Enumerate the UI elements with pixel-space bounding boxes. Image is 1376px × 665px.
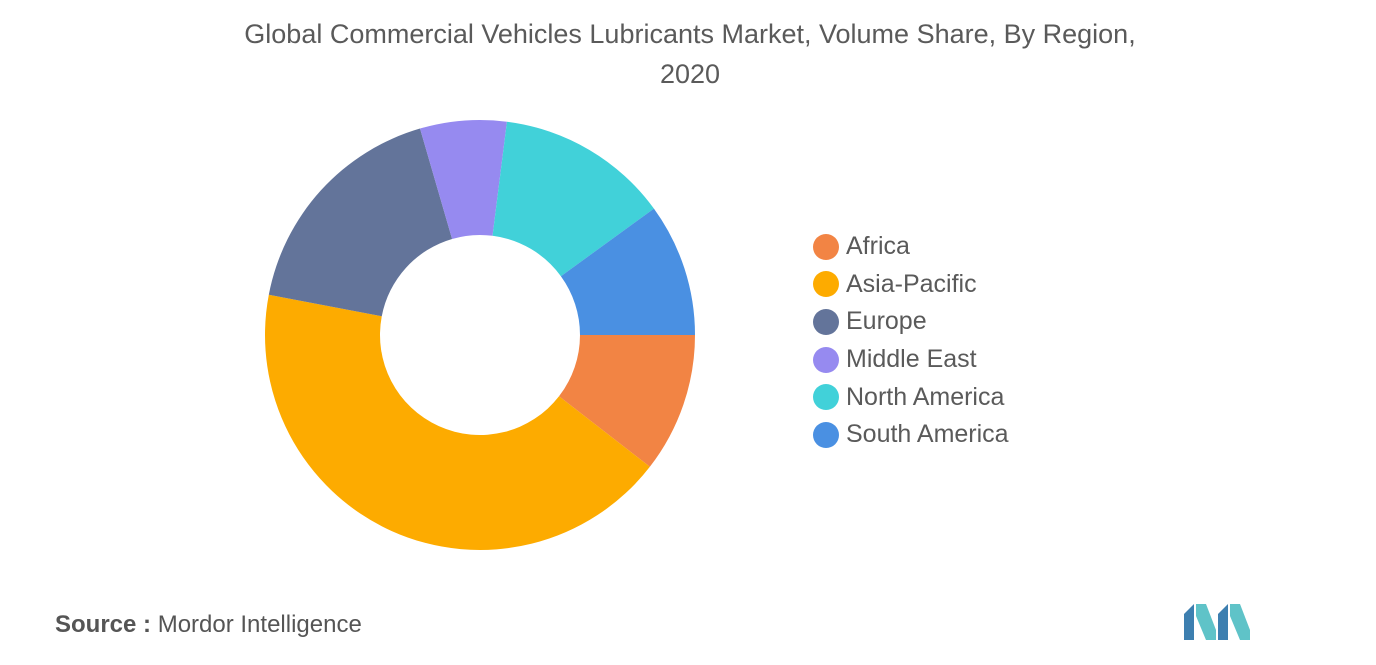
- legend-swatch-south-america: [813, 421, 839, 448]
- mordor-intelligence-logo-icon: [1184, 604, 1250, 640]
- logo-shape-4: [1230, 604, 1250, 640]
- donut-slice-europe[interactable]: [268, 128, 453, 317]
- chart-title: Global Commercial Vehicles Lubricants Ma…: [100, 14, 1280, 94]
- legend-label-europe: Europe: [846, 307, 927, 336]
- legend: Africa Asia-Pacific Europe Middle East N…: [813, 228, 1009, 454]
- legend-swatch-north-america: [813, 384, 839, 411]
- legend-item-south-america[interactable]: South America: [813, 416, 1009, 454]
- legend-label-africa: Africa: [846, 232, 910, 261]
- legend-item-middle-east[interactable]: Middle East: [813, 341, 1009, 379]
- legend-swatch-africa: [813, 233, 839, 260]
- logo-shape-2: [1196, 604, 1216, 640]
- legend-label-north-america: North America: [846, 382, 1005, 411]
- source-label: Source :: [55, 611, 152, 638]
- chart-title-line-1: Global Commercial Vehicles Lubricants Ma…: [244, 19, 1136, 49]
- donut-slice-south-america[interactable]: [560, 208, 695, 335]
- donut-slice-asia-pacific[interactable]: [264, 294, 650, 550]
- legend-label-asia-pacific: Asia-Pacific: [846, 269, 977, 298]
- legend-swatch-europe: [813, 308, 839, 335]
- donut-slice-north-america[interactable]: [492, 121, 654, 277]
- chart-title-line-2: 2020: [659, 59, 721, 89]
- source-note: Source : Mordor Intelligence: [55, 611, 362, 639]
- donut-slice-middle-east[interactable]: [420, 120, 507, 239]
- legend-item-asia-pacific[interactable]: Asia-Pacific: [813, 266, 1009, 304]
- legend-swatch-middle-east: [813, 346, 839, 373]
- legend-item-north-america[interactable]: North America: [813, 378, 1009, 416]
- donut-slice-africa[interactable]: [559, 335, 695, 467]
- legend-item-africa[interactable]: Africa: [813, 228, 1009, 266]
- legend-item-europe[interactable]: Europe: [813, 303, 1009, 341]
- legend-swatch-asia-pacific: [813, 271, 839, 298]
- logo-shape-3: [1218, 604, 1228, 640]
- logo-shape-1: [1184, 604, 1194, 640]
- source-value: Mordor Intelligence: [157, 611, 362, 638]
- legend-label-middle-east: Middle East: [846, 345, 977, 374]
- legend-label-south-america: South America: [846, 420, 1009, 449]
